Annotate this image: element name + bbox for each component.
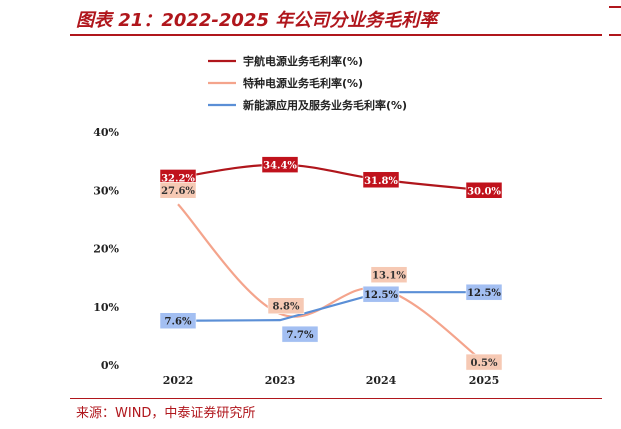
x-tick-label: 2024 <box>366 374 397 387</box>
data-label-box <box>267 297 305 314</box>
source-rule <box>70 398 602 399</box>
y-tick-label: 20% <box>93 243 119 256</box>
title-rule <box>70 34 602 36</box>
adjacent-figure-rule-stub <box>609 34 621 36</box>
adjacent-figure-stub <box>609 6 621 8</box>
legend-label: 特种电源业务毛利率(%) <box>243 76 363 90</box>
data-label: 13.1% <box>372 271 406 282</box>
y-tick-label: 40% <box>93 126 119 139</box>
data-label: 27.6% <box>161 186 195 197</box>
data-label-box <box>159 312 197 329</box>
series-line <box>177 203 485 363</box>
figure-title: 图表 21：2022-2025 年公司分业务毛利率 <box>76 10 438 31</box>
data-label-box <box>370 266 408 283</box>
data-label-box <box>362 171 400 189</box>
y-tick-label: 10% <box>93 301 119 314</box>
margin-chart: 0% 10% 20% 30% 40% 2022 2023 2024 2025 宇航电源业务毛利率(… <box>93 54 503 387</box>
x-tick-label: 2023 <box>265 374 296 387</box>
data-label: 12.5% <box>467 288 501 299</box>
y-tick-label: 0% <box>101 359 120 372</box>
data-label: 31.8% <box>364 176 398 187</box>
data-label: 32.2% <box>161 173 195 184</box>
data-label: 0.5% <box>471 358 498 369</box>
data-label-box <box>465 353 503 371</box>
series-line <box>177 163 485 192</box>
legend-label: 新能源应用及服务业务毛利率(%) <box>243 98 407 112</box>
x-tick-label: 2025 <box>469 374 500 387</box>
data-label-box <box>261 156 299 173</box>
data-label: 30.0% <box>467 186 501 197</box>
data-label-box <box>159 181 197 199</box>
x-tick-label: 2022 <box>163 374 194 387</box>
legend-label: 宇航电源业务毛利率(%) <box>243 54 363 68</box>
y-tick-label: 30% <box>93 184 119 197</box>
data-label-box <box>362 285 400 303</box>
data-label: 12.5% <box>364 290 398 301</box>
data-label-box <box>465 182 503 199</box>
source-note: 来源：WIND，中泰证券研究所 <box>76 406 256 421</box>
data-label-box <box>465 283 503 301</box>
data-label-box <box>281 325 319 343</box>
data-label: 34.4% <box>263 161 297 172</box>
data-label: 7.6% <box>165 317 192 328</box>
data-label: 8.8% <box>273 302 300 313</box>
data-label: 7.7% <box>287 330 314 341</box>
series-line <box>177 291 484 322</box>
